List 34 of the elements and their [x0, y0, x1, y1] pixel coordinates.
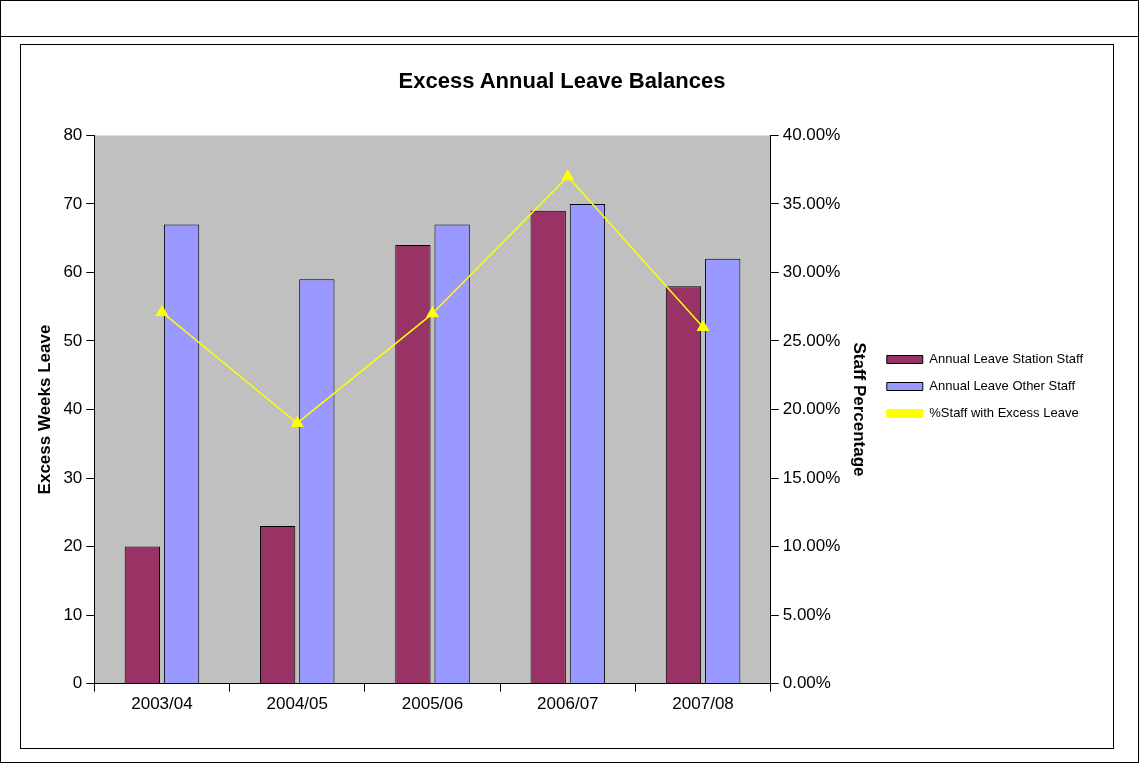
y-tick-label: 40	[63, 399, 83, 419]
y2-tick-label: 0.00%	[782, 673, 831, 693]
y-tick-label: 50	[63, 330, 83, 350]
y2-tick-label: 10.00%	[782, 536, 841, 556]
y2-tick-label: 5.00%	[782, 604, 831, 624]
y2-tick-label: 15.00%	[782, 467, 841, 487]
x-tick-label: 2005/06	[401, 694, 464, 714]
y-tick-label: 0	[72, 673, 83, 693]
x-tick-label: 2007/08	[672, 694, 734, 714]
x-tick-label: 2004/05	[266, 694, 328, 714]
y-tick-label: 10	[63, 604, 83, 624]
y2-tick-label: 35.00%	[782, 193, 841, 213]
y-tick-label: 30	[63, 467, 83, 487]
y2-axis-title: Staff Percentage	[849, 342, 869, 477]
x-tick-label: 2006/07	[537, 694, 599, 714]
point	[561, 169, 574, 181]
point	[697, 320, 710, 332]
legend-label: Annual Leave Other Staff	[929, 378, 1076, 394]
y-axis-title: Excess Weeks Leave	[34, 324, 54, 495]
y2-tick-label: 20.00%	[782, 399, 841, 419]
point	[156, 305, 168, 316]
point	[291, 416, 304, 427]
y2-tick-label: 40.00%	[782, 125, 841, 145]
chart-title: Excess Annual Leave Balances	[398, 68, 726, 94]
legend-label: %Staff with Excess Leave	[929, 405, 1079, 421]
y-tick-label: 80	[63, 125, 83, 145]
y2-tick-label: 25.00%	[782, 330, 841, 350]
point	[426, 306, 439, 318]
x-tick-label: 2003/04	[131, 694, 193, 714]
y-tick-label: 60	[63, 262, 83, 282]
y-tick-label: 20	[63, 536, 83, 556]
y2-tick-label: 30.00%	[782, 262, 841, 282]
legend-label: Annual Leave Station Staff	[929, 351, 1084, 367]
y-tick-label: 70	[63, 193, 83, 213]
